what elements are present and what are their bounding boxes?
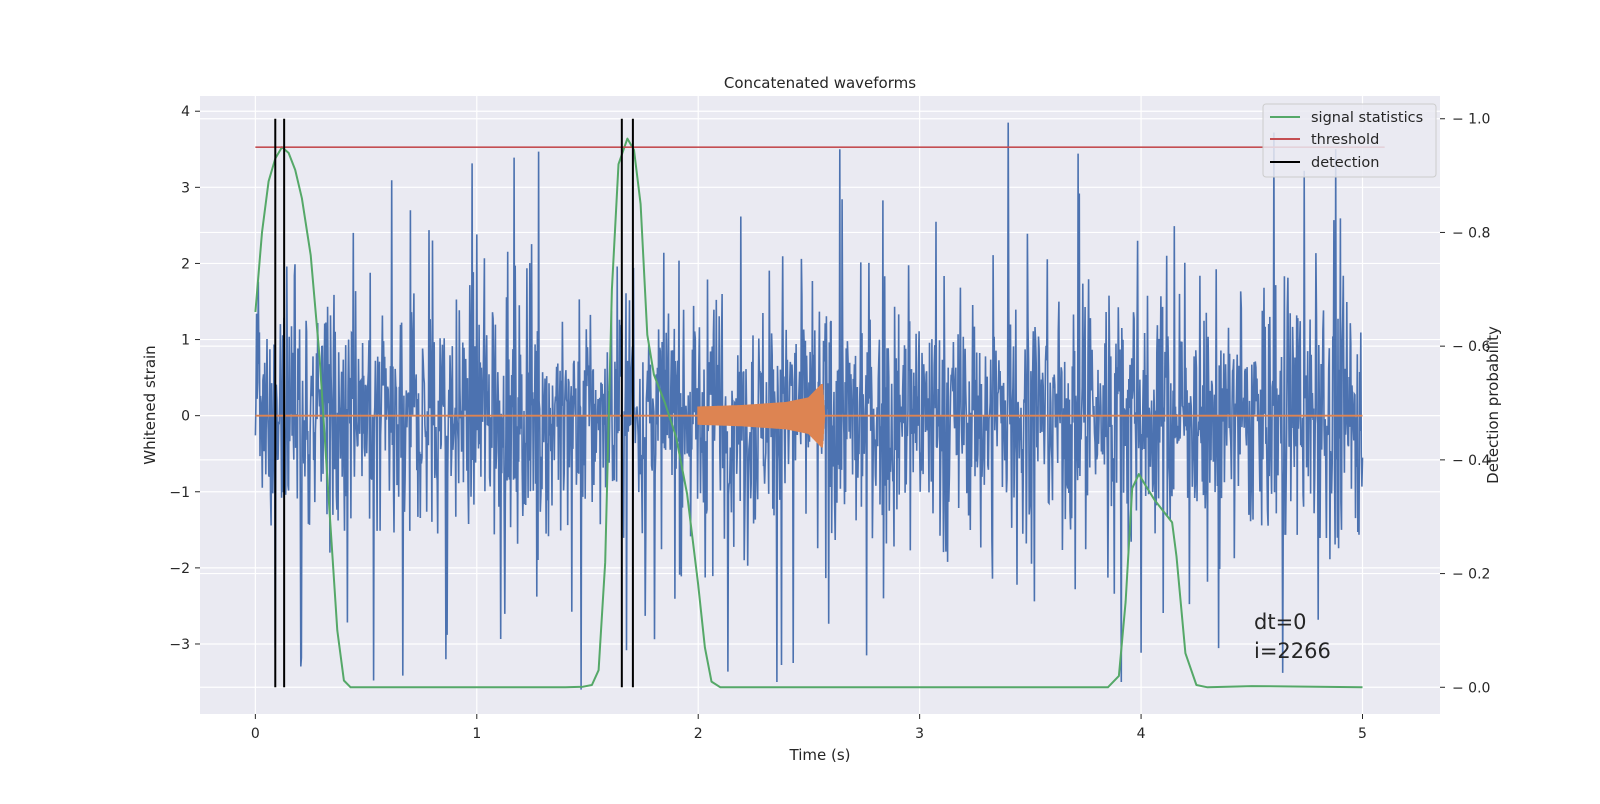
strain-series-line [254, 122, 1364, 690]
y2-tick-label: − 0.8 [1452, 225, 1490, 241]
x-tick-label: 1 [472, 726, 481, 742]
y2-tick-label: − 0.4 [1452, 453, 1491, 469]
x-tick-label: 3 [915, 726, 924, 742]
x-tick-label: 5 [1358, 726, 1367, 742]
y-tick-label: 0 [181, 409, 190, 425]
annotation-dt: dt=0 [1254, 610, 1307, 634]
y2-tick-label: − 0.0 [1452, 680, 1490, 696]
signal-statistics-line [254, 137, 1363, 689]
y-tick-label: −3 [169, 637, 190, 653]
annotation-index: i=2266 [1254, 639, 1331, 663]
y-tick-label: 3 [181, 180, 190, 196]
y2-axis-label: Detection probability [1484, 326, 1502, 484]
x-tick-label: 2 [694, 726, 703, 742]
injected-waveform-line [255, 383, 1363, 448]
y2-tick-label: − 1.0 [1452, 112, 1490, 128]
x-tick-label: 0 [251, 726, 260, 742]
y2-tick-label: − 0.6 [1452, 339, 1491, 355]
legend-label-detection: detection [1311, 155, 1379, 171]
y-tick-label: 2 [181, 256, 190, 272]
y2-tick-label: − 0.2 [1452, 567, 1490, 583]
y-tick-label: 1 [181, 333, 190, 349]
axes: 0 1 2 3 4 5 −3 −2 −1 0 1 2 3 4 − 0.0 − 0.2 − 0.4 − 0.6 − 0… [169, 104, 1490, 742]
legend-frame [1262, 103, 1437, 178]
x-axis-label: Time (s) [789, 746, 851, 764]
y-tick-label: −2 [169, 561, 190, 577]
y-tick-label: −1 [169, 485, 190, 501]
chart-title: Concatenated waveforms [724, 74, 916, 92]
legend: signal statistics threshold detection [1262, 103, 1437, 178]
legend-label-signal-statistics: signal statistics [1311, 110, 1423, 126]
x-tick-label: 4 [1137, 726, 1146, 742]
legend-label-threshold: threshold [1311, 132, 1379, 148]
y-tick-label: 4 [181, 104, 190, 120]
data-layer [254, 118, 1385, 690]
y-axis-label: Whitened strain [141, 345, 159, 464]
